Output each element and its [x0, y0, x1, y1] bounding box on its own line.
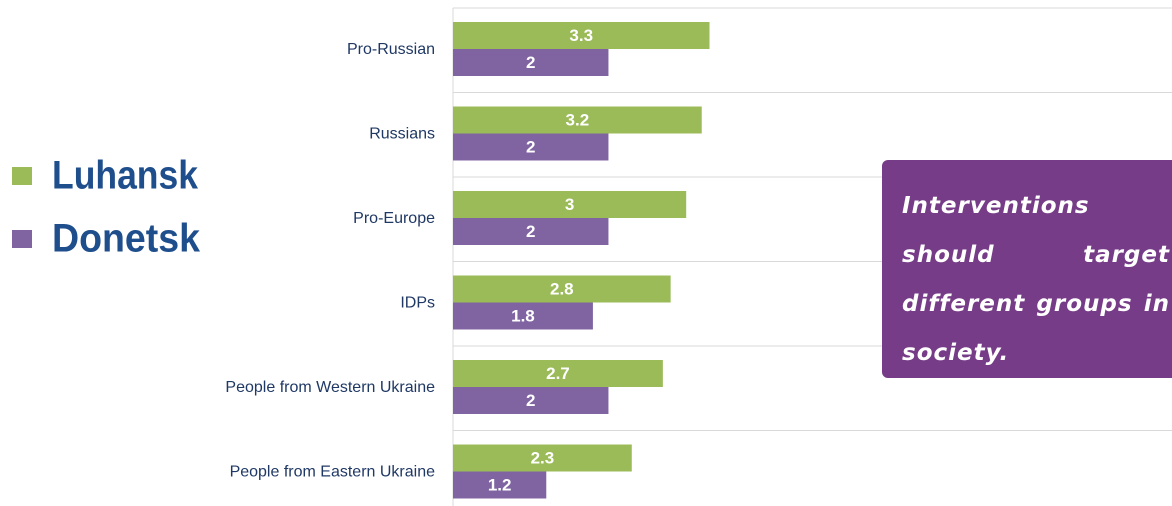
value-label: 1.8: [511, 306, 535, 325]
category-label: Russians: [369, 126, 435, 143]
bar: [453, 191, 687, 218]
value-label: 3.2: [566, 110, 590, 129]
bar: [453, 133, 609, 161]
value-label: 2.8: [550, 279, 574, 298]
legend-label: Luhansk: [52, 154, 199, 198]
value-label: 2: [526, 391, 535, 410]
value-label: 2: [526, 53, 535, 72]
legend-swatch: [12, 167, 32, 185]
annotation: Interventions should target different gr…: [902, 193, 1170, 366]
category-label: Pro-Russian: [347, 41, 435, 58]
category-label: Pro-Europe: [353, 210, 435, 227]
value-label: 3.3: [569, 26, 593, 45]
category-label: People from Western Ukraine: [225, 379, 435, 396]
value-label: 2: [526, 137, 535, 156]
category-label: People from Eastern Ukraine: [230, 464, 436, 481]
bar: [453, 22, 710, 49]
value-label: 2.7: [546, 364, 570, 383]
bar: [453, 49, 609, 76]
legend-label: Donetsk: [52, 217, 201, 261]
bar: [453, 302, 593, 330]
bar: [453, 360, 663, 387]
bar: [453, 218, 609, 245]
bar: [453, 444, 632, 472]
value-label: 3: [565, 195, 574, 214]
annotation-box: Interventions should target different gr…: [882, 160, 1172, 378]
value-label: 1.2: [488, 475, 512, 494]
value-label: 2.3: [531, 448, 555, 467]
value-label: 2: [526, 222, 535, 241]
bar: [453, 387, 609, 414]
category-label: IDPs: [400, 295, 435, 312]
bar: [453, 275, 671, 303]
bar: [453, 106, 702, 134]
legend-swatch: [12, 230, 32, 248]
bar: [453, 471, 547, 499]
